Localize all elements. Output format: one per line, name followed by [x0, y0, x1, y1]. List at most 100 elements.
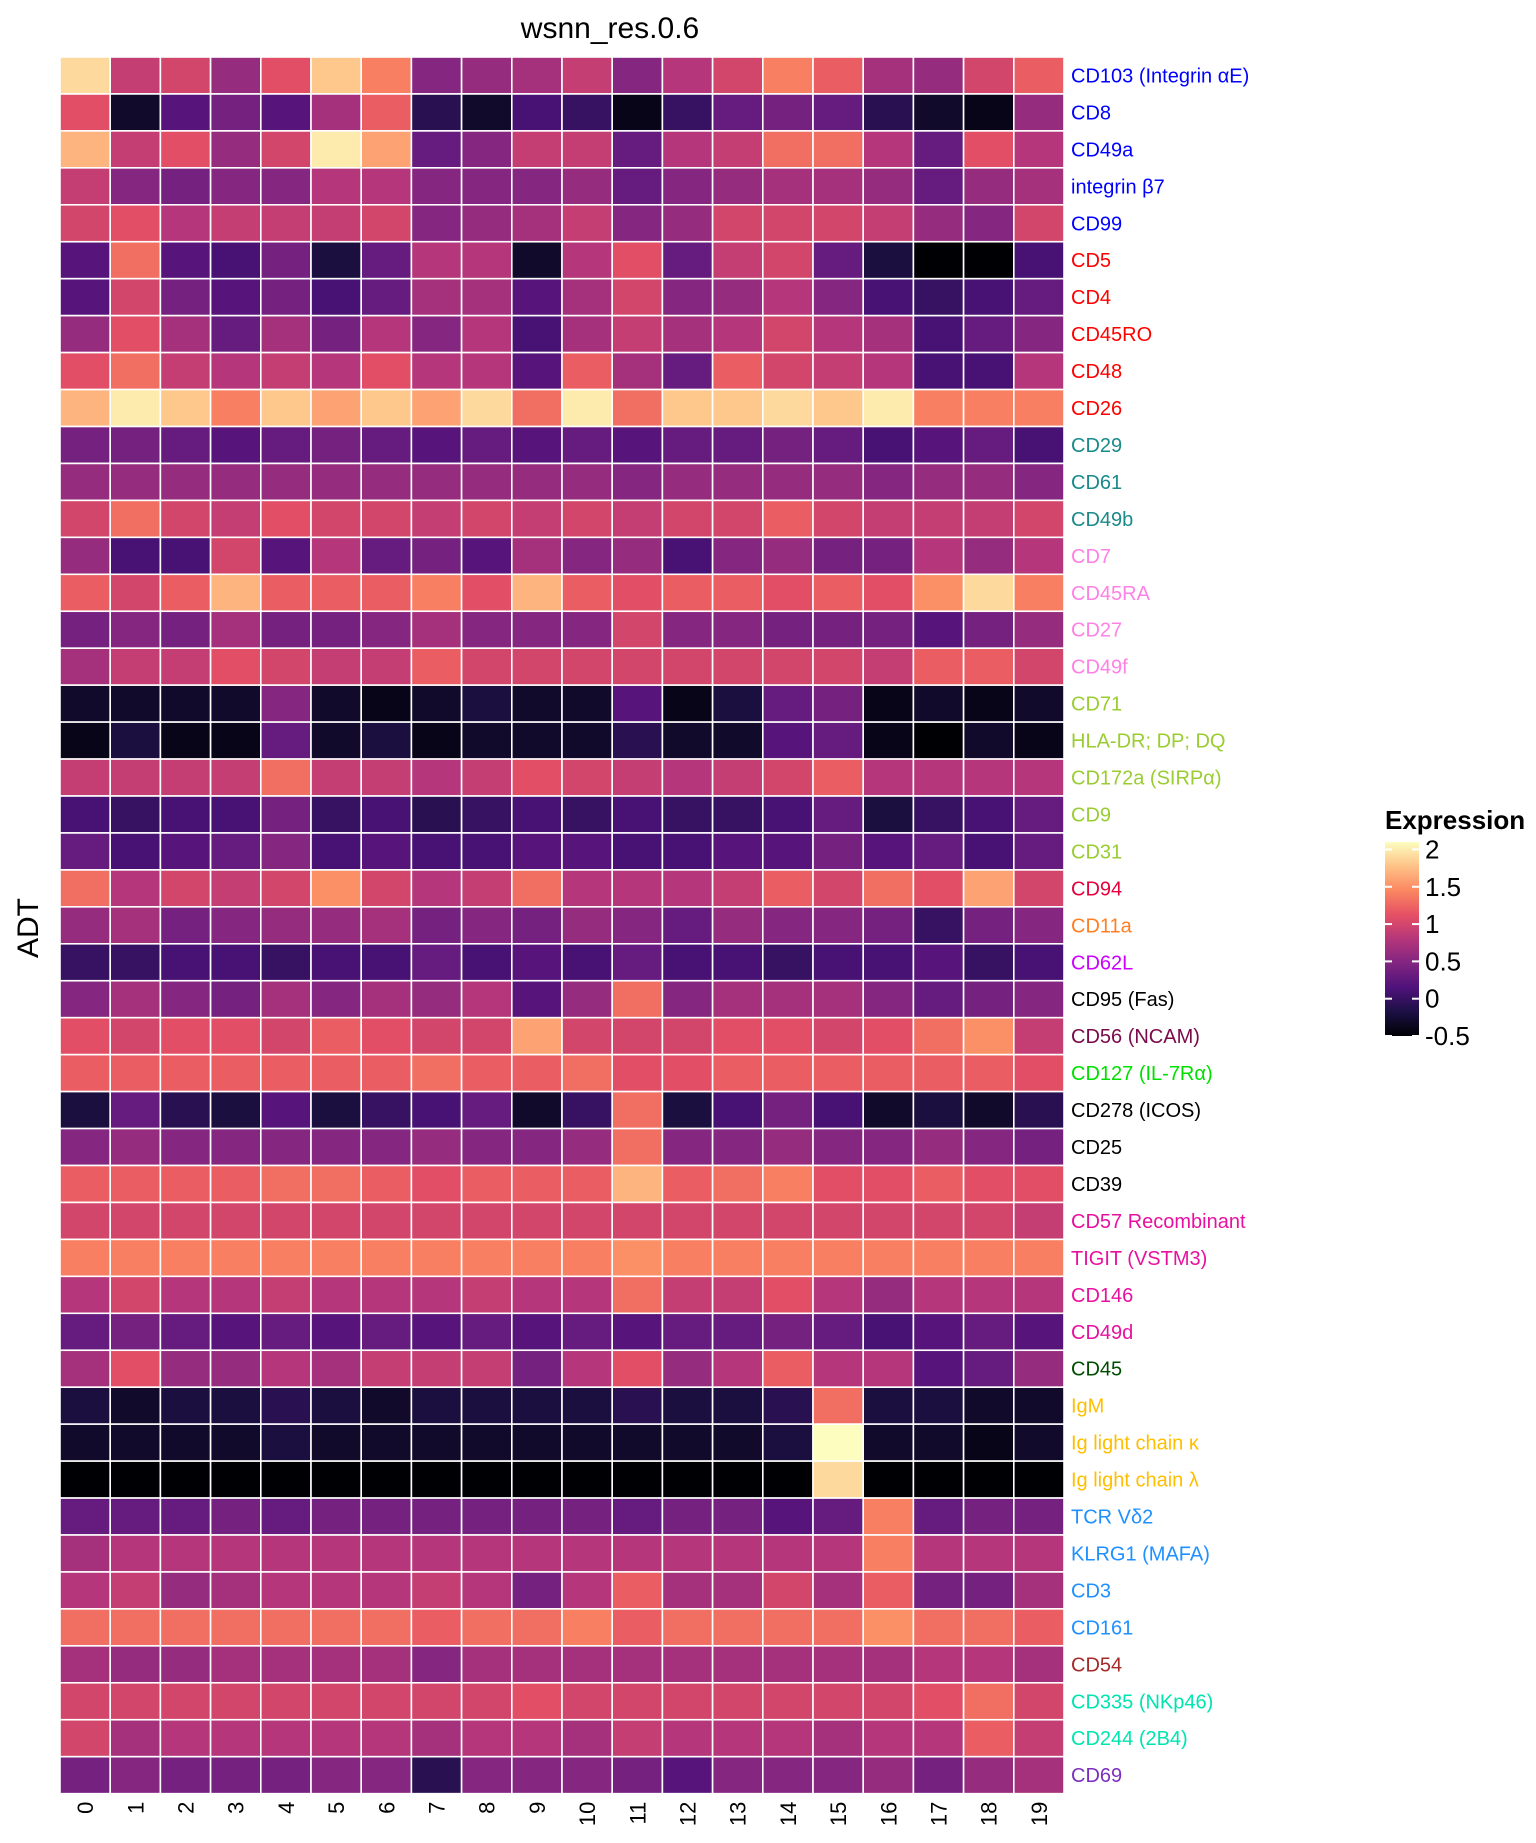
heatmap-cell [561, 1201, 614, 1241]
row-label: CD244 (2B4) [1071, 1728, 1188, 1750]
heatmap-cell [209, 942, 262, 982]
heatmap-cell [812, 1718, 865, 1758]
heatmap-cell [561, 1275, 614, 1315]
heatmap-cell [661, 240, 714, 280]
heatmap-cell [310, 1016, 363, 1056]
heatmap-cell [962, 906, 1015, 945]
heatmap-cell [159, 1090, 212, 1130]
heatmap-cell [510, 536, 563, 576]
heatmap-cell [962, 314, 1015, 354]
heatmap-cell [109, 425, 162, 465]
heatmap-cell [611, 1164, 664, 1204]
heatmap-cell [1012, 869, 1065, 908]
heatmap-cell [561, 1682, 614, 1721]
heatmap-cell [611, 93, 664, 132]
heatmap-cell [59, 869, 112, 908]
heatmap-cell [259, 906, 312, 945]
heatmap-cell [611, 1016, 664, 1056]
heatmap-cell [962, 1201, 1015, 1241]
heatmap-cell [159, 536, 212, 576]
heatmap-cell [109, 1497, 162, 1536]
colorbar-legend: Expression -0.5 0 0.5 1 1.5 2 [1385, 805, 1525, 1051]
heatmap-cell [259, 647, 312, 686]
heatmap-cell [661, 869, 714, 908]
heatmap-cell [460, 1386, 513, 1425]
heatmap-cell [912, 277, 965, 317]
heatmap-cell [310, 93, 363, 132]
heatmap-cell [862, 1164, 915, 1204]
colorbar-tick-label: 2 [1425, 834, 1439, 864]
heatmap-cell [711, 56, 764, 95]
heatmap-cell [661, 56, 714, 95]
heatmap-cell [259, 684, 312, 723]
heatmap-cell [159, 1608, 212, 1647]
heatmap-cell [109, 1386, 162, 1425]
heatmap-cell [561, 462, 614, 502]
row-label: CD69 [1071, 1765, 1122, 1787]
heatmap-cell [661, 204, 714, 243]
heatmap-cell [360, 1534, 413, 1573]
heatmap-cell [360, 1718, 413, 1758]
heatmap-cell [109, 351, 162, 391]
heatmap-cell [259, 979, 312, 1019]
heatmap-cell [812, 942, 865, 982]
heatmap-cell [460, 351, 513, 391]
heatmap-cell [912, 795, 965, 834]
heatmap-cell [310, 1571, 363, 1610]
heatmap-cell [109, 1534, 162, 1573]
heatmap-cell [510, 1201, 563, 1241]
heatmap-cell [259, 204, 312, 243]
row-label: CD48 [1071, 361, 1122, 383]
heatmap-cell [360, 1645, 413, 1684]
heatmap-cell [862, 647, 915, 686]
heatmap-cell [761, 610, 814, 650]
heatmap-cell [912, 425, 965, 465]
heatmap-cell [611, 1571, 664, 1610]
column-label: 3 [224, 1802, 249, 1814]
heatmap-cell [812, 1090, 865, 1130]
heatmap-cell [1012, 277, 1065, 317]
heatmap-cell [510, 1682, 563, 1721]
colorbar-tick-label: 1.5 [1425, 872, 1461, 902]
heatmap-cell [862, 1275, 915, 1315]
heatmap-cell [962, 1645, 1015, 1684]
heatmap-cell [561, 93, 614, 132]
heatmap-cell [209, 1755, 262, 1795]
heatmap-cell [59, 351, 112, 391]
heatmap-cell [862, 425, 915, 465]
heatmap-cell [661, 906, 714, 945]
row-label: CD8 [1071, 102, 1111, 124]
heatmap-cell [711, 1016, 764, 1056]
heatmap-cell [761, 536, 814, 576]
heatmap-cell [360, 1608, 413, 1647]
heatmap-cell [159, 1164, 212, 1204]
heatmap-cell [711, 499, 764, 539]
heatmap-cell [661, 721, 714, 760]
heatmap-cell [410, 1238, 463, 1278]
heatmap-cell [460, 277, 513, 317]
heatmap-cell [761, 56, 814, 95]
heatmap-cell [360, 684, 413, 723]
heatmap-cell [611, 351, 664, 391]
heatmap-cell [410, 1718, 463, 1758]
column-label: 14 [776, 1802, 801, 1826]
heatmap-cell [109, 573, 162, 613]
heatmap-cell [561, 1423, 614, 1462]
heatmap-cell [761, 1164, 814, 1204]
heatmap-cell [611, 1497, 664, 1536]
heatmap-cell [460, 1201, 513, 1241]
heatmap-cell [561, 351, 614, 391]
heatmap-cell [460, 1238, 513, 1278]
heatmap-cell [661, 1090, 714, 1130]
heatmap-cell [59, 1755, 112, 1795]
heatmap-cell [59, 610, 112, 650]
heatmap-cell [209, 1090, 262, 1130]
heatmap-cell [510, 1053, 563, 1093]
heatmap-cell [109, 240, 162, 280]
heatmap-cell [510, 869, 563, 908]
heatmap-cell [962, 1608, 1015, 1647]
heatmap-cell [862, 1053, 915, 1093]
heatmap-cell [862, 1090, 915, 1130]
heatmap-cell [1012, 93, 1065, 132]
heatmap-cell [561, 204, 614, 243]
